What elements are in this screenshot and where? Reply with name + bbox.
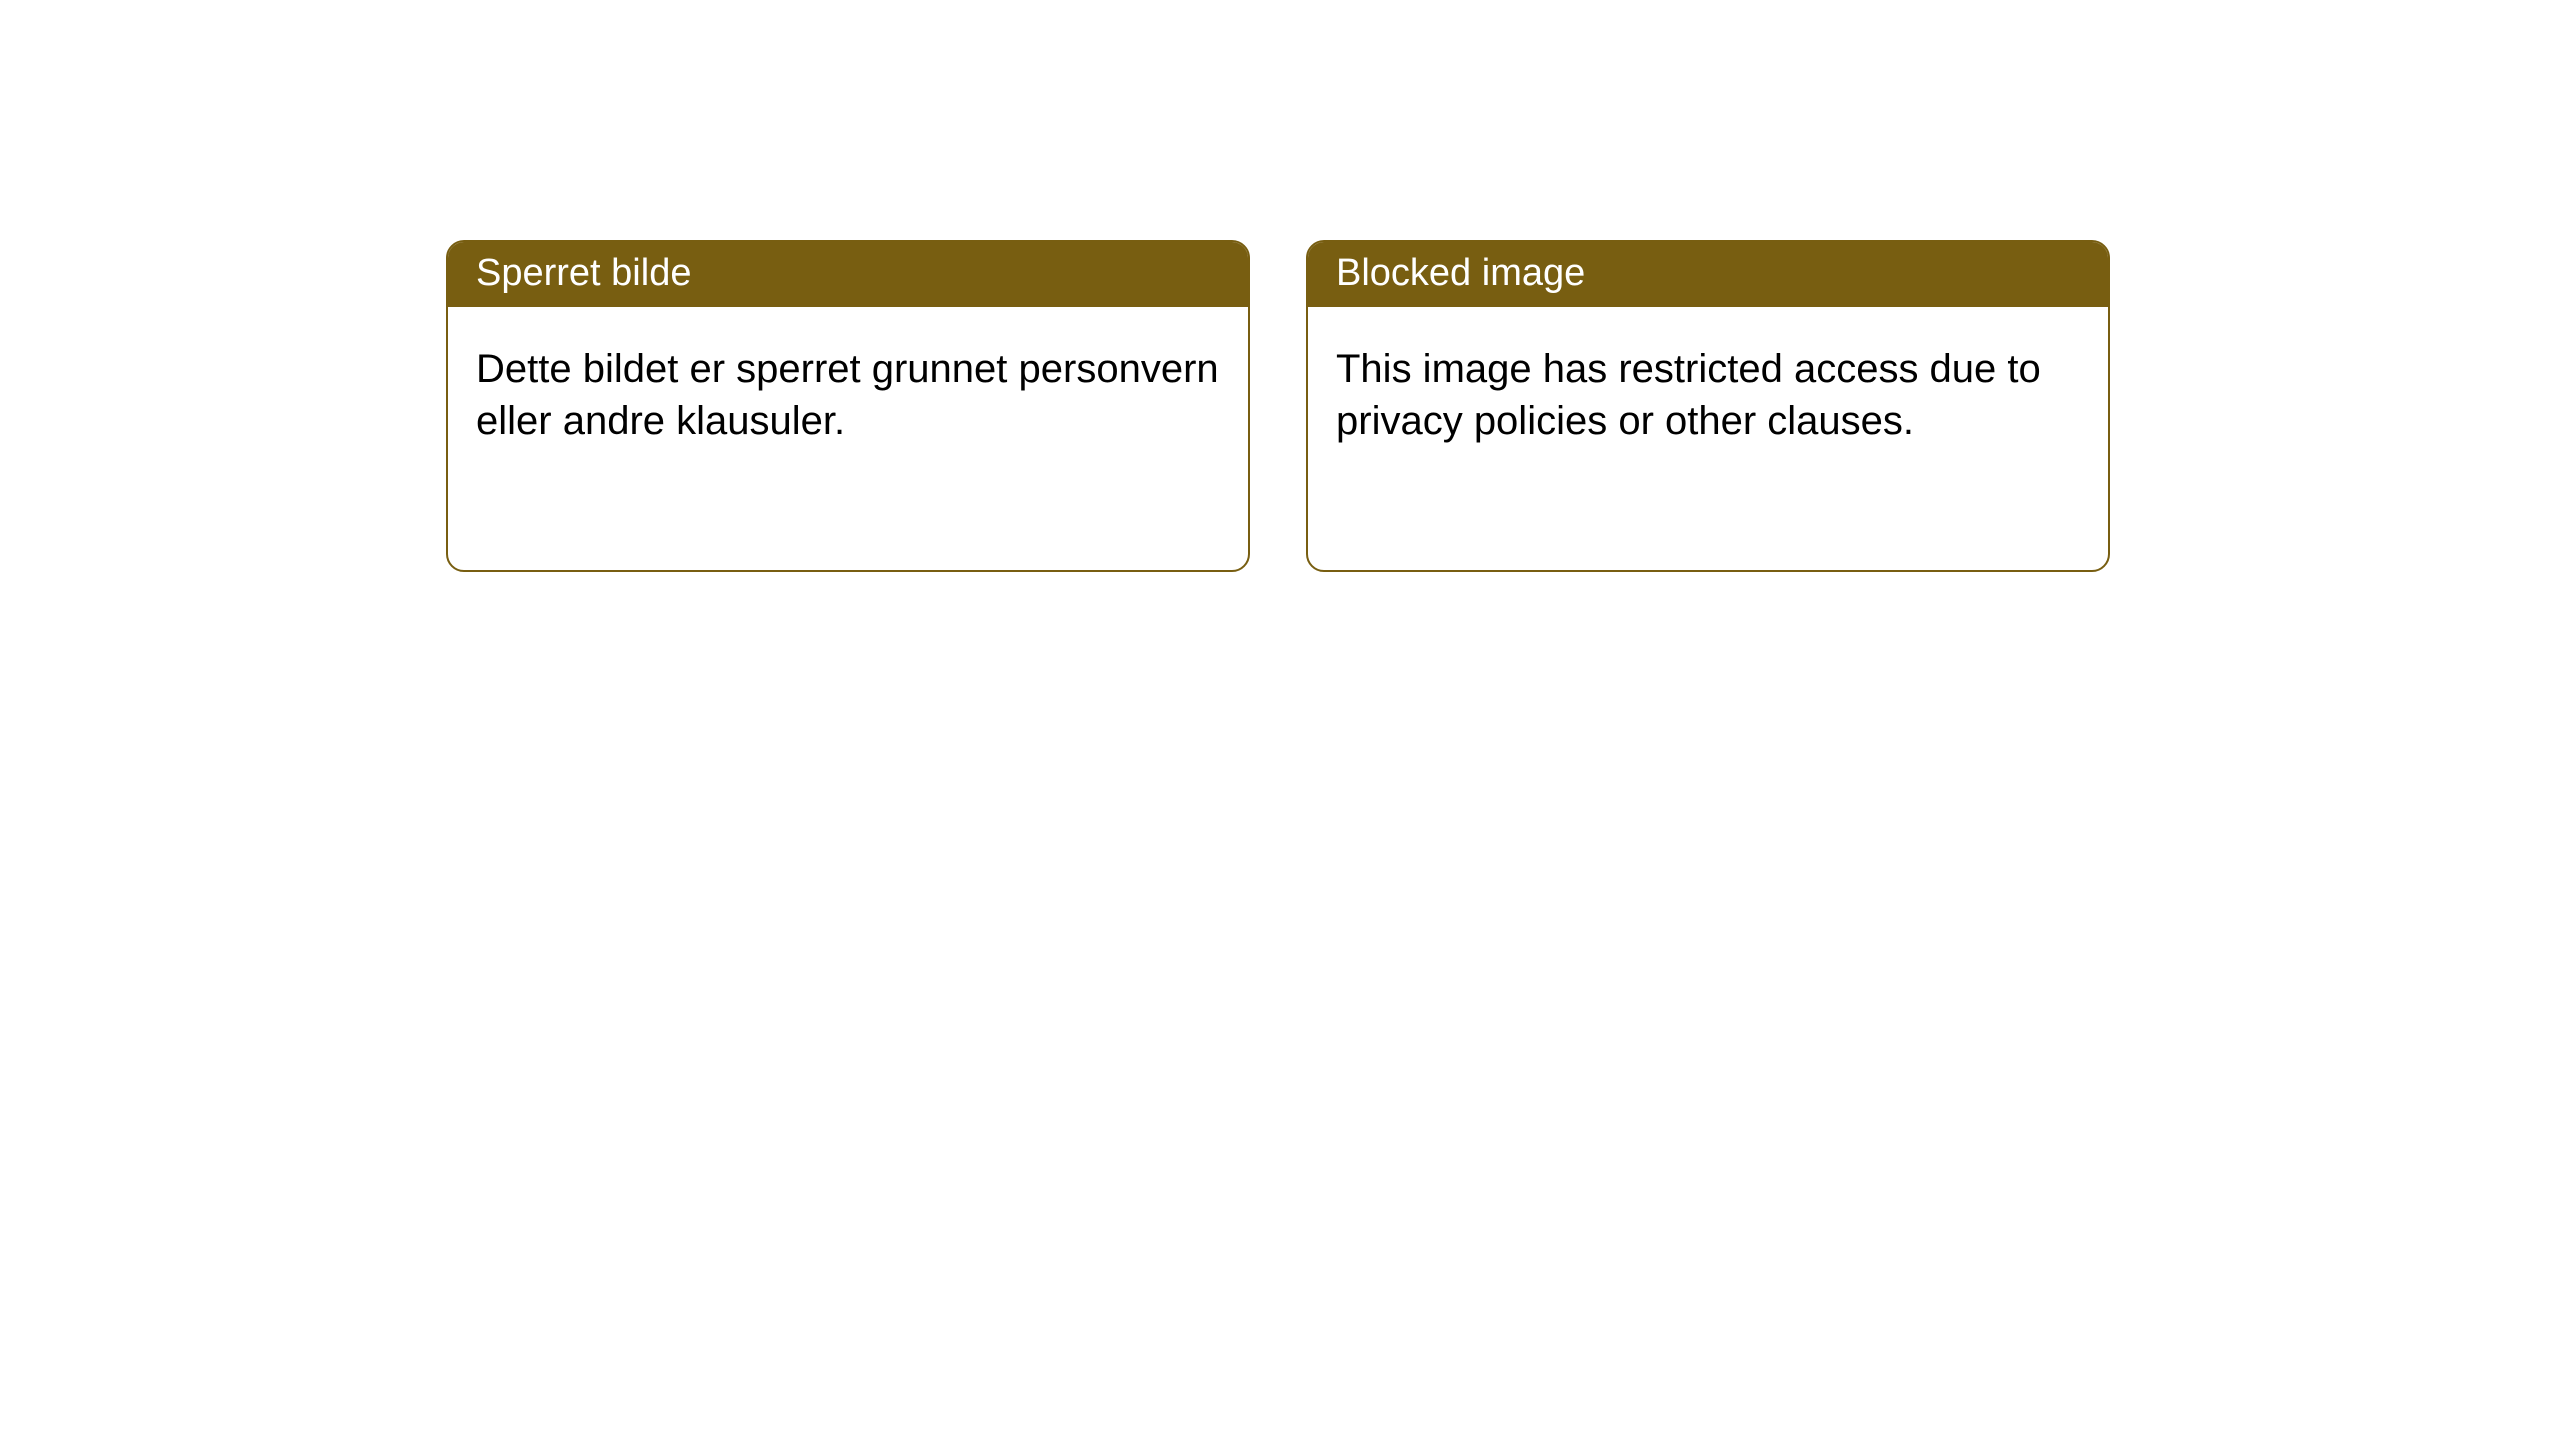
notice-card-text-no: Dette bildet er sperret grunnet personve… xyxy=(476,347,1219,443)
notice-card-no: Sperret bilde Dette bildet er sperret gr… xyxy=(446,240,1250,572)
notice-card-title-no: Sperret bilde xyxy=(476,252,691,294)
notice-card-header-no: Sperret bilde xyxy=(448,242,1248,307)
notice-card-en: Blocked image This image has restricted … xyxy=(1306,240,2110,572)
notice-card-text-en: This image has restricted access due to … xyxy=(1336,347,2041,443)
notice-card-body-en: This image has restricted access due to … xyxy=(1308,307,2108,475)
notice-card-header-en: Blocked image xyxy=(1308,242,2108,307)
notice-container: Sperret bilde Dette bildet er sperret gr… xyxy=(446,240,2110,572)
notice-card-title-en: Blocked image xyxy=(1336,252,1585,294)
notice-card-body-no: Dette bildet er sperret grunnet personve… xyxy=(448,307,1248,475)
